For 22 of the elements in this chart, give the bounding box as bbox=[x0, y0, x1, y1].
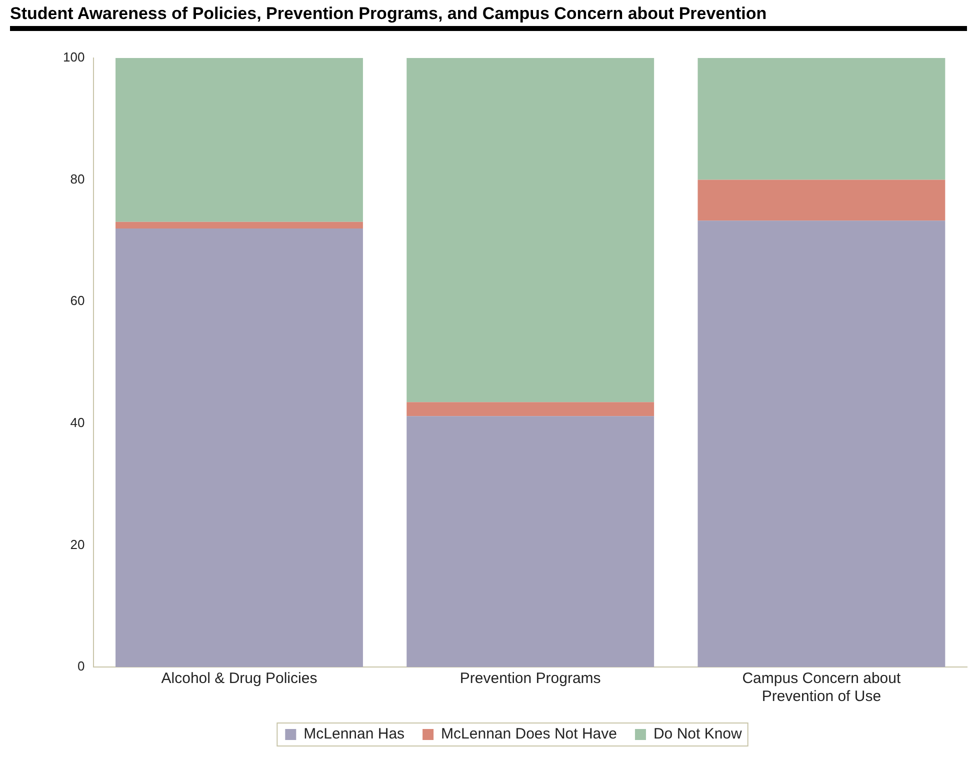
bar bbox=[406, 402, 654, 416]
y-tick-label: 100 bbox=[62, 50, 85, 65]
x-tick-label: Prevention Programs bbox=[460, 670, 601, 688]
legend-label: McLennan Does Not Have bbox=[441, 726, 617, 743]
bar bbox=[406, 58, 654, 402]
x-tick-label: Campus Concern about Prevention of Use bbox=[742, 670, 902, 706]
bar bbox=[116, 58, 363, 222]
bar bbox=[116, 222, 363, 229]
legend-label: McLennan Has bbox=[304, 726, 405, 743]
legend-label: Do Not Know bbox=[653, 726, 742, 743]
bar bbox=[698, 220, 946, 667]
y-tick-label: 60 bbox=[70, 293, 85, 308]
chart-title: Student Awareness of Policies, Prevention Programs, and Campus Concern about Prevention bbox=[10, 4, 967, 31]
bar bbox=[698, 58, 946, 180]
y-tick-label: 40 bbox=[70, 414, 85, 430]
y-tick-label: 80 bbox=[70, 171, 85, 186]
bar bbox=[698, 180, 946, 221]
bar bbox=[116, 228, 363, 667]
y-tick-label: 0 bbox=[77, 658, 85, 674]
bar bbox=[406, 416, 654, 667]
y-tick-label: 20 bbox=[70, 536, 85, 552]
x-tick-label: Alcohol & Drug Policies bbox=[161, 670, 318, 688]
